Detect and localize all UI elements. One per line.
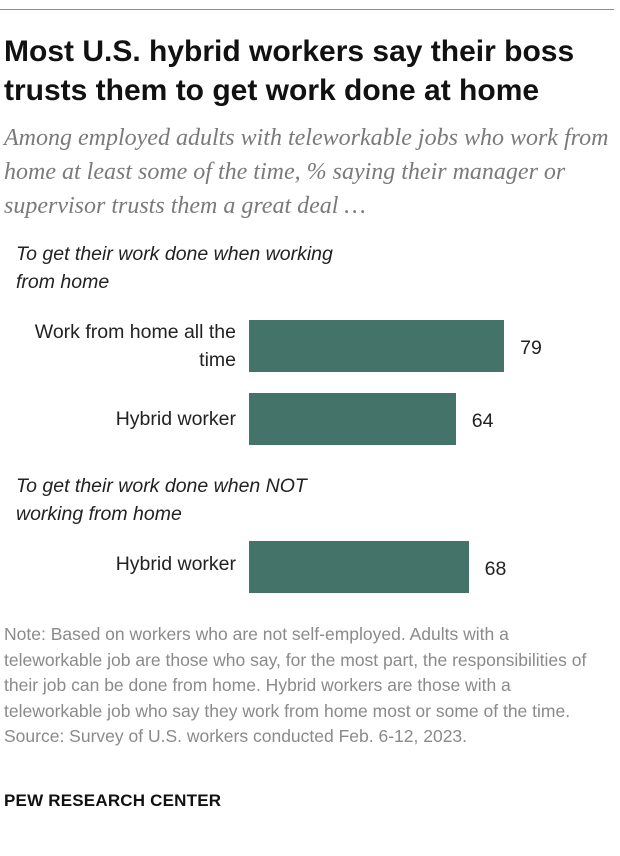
bar bbox=[249, 541, 469, 593]
data-label: 64 bbox=[471, 410, 494, 432]
chart-title: Most U.S. hybrid workers say their boss … bbox=[4, 35, 575, 107]
group-label-at-home: To get their work done when working from… bbox=[16, 243, 333, 293]
note-text: Note: Based on workers who are not self-… bbox=[4, 624, 587, 721]
category-label: Hybrid worker bbox=[115, 553, 236, 575]
data-label: 79 bbox=[520, 337, 542, 359]
footnote: Note: Based on workers who are not self-… bbox=[4, 622, 604, 750]
category-label: Hybrid worker bbox=[115, 408, 236, 430]
source-text: Source: Survey of U.S. workers conducted… bbox=[4, 726, 468, 746]
publisher-logo: PEW RESEARCH CENTER bbox=[4, 791, 222, 810]
group-label-not-at-home: To get their work done when NOT working … bbox=[16, 475, 307, 525]
data-label: 68 bbox=[484, 558, 507, 580]
top-rule bbox=[0, 9, 614, 10]
bar bbox=[249, 393, 456, 445]
chart-subtitle: Among employed adults with teleworkable … bbox=[4, 125, 609, 219]
bar bbox=[249, 320, 505, 372]
category-label: Work from home all the time bbox=[34, 321, 236, 371]
